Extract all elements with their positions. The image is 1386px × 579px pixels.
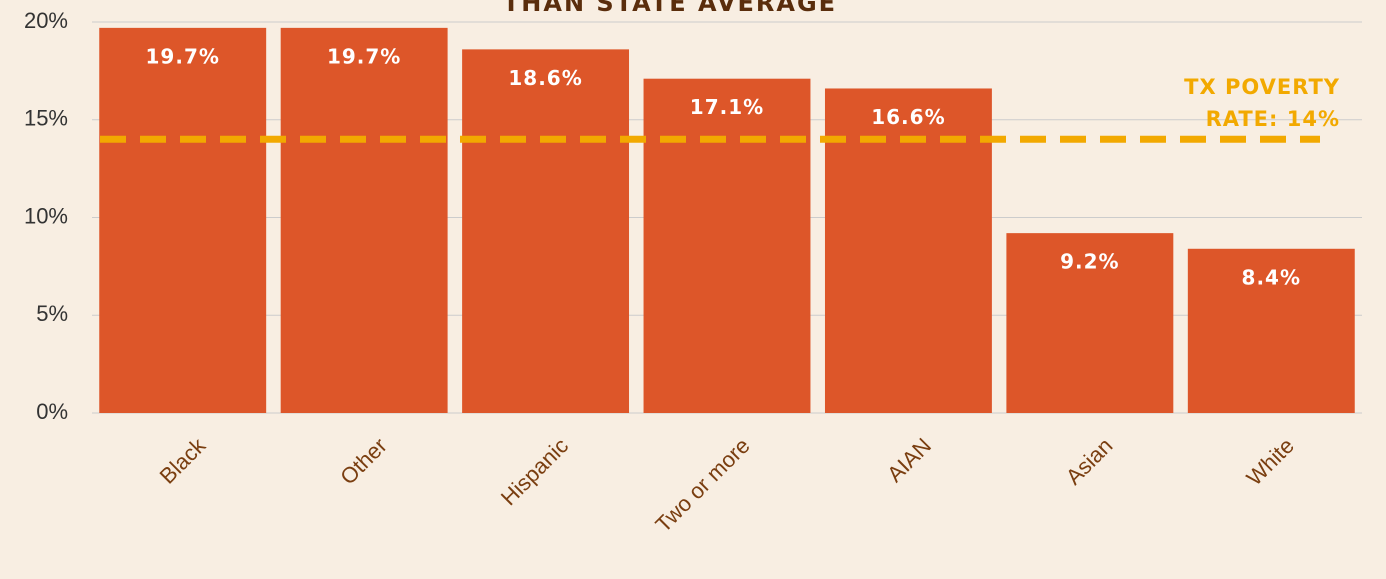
y-tick-label: 5% bbox=[36, 301, 68, 326]
bar bbox=[1187, 248, 1355, 413]
value-label: 19.7% bbox=[146, 44, 220, 68]
x-tick-label: Black bbox=[155, 432, 211, 488]
value-label: 19.7% bbox=[327, 44, 401, 68]
x-tick-label: Hispanic bbox=[496, 433, 573, 510]
value-label: 17.1% bbox=[690, 95, 764, 119]
y-tick-label: 10% bbox=[24, 203, 68, 228]
value-label: 8.4% bbox=[1242, 265, 1301, 289]
x-tick-label: AIAN bbox=[882, 433, 936, 487]
x-tick-label: Two or more bbox=[651, 433, 755, 537]
x-tick-label: Other bbox=[335, 433, 392, 490]
value-label: 9.2% bbox=[1060, 250, 1119, 274]
y-tick-label: 20% bbox=[24, 8, 68, 33]
chart-title: THAN STATE AVERAGE bbox=[503, 0, 837, 17]
value-label: 18.6% bbox=[508, 66, 582, 90]
reference-label: RATE: 14% bbox=[1206, 107, 1340, 131]
bar bbox=[462, 49, 630, 414]
bar bbox=[99, 27, 267, 414]
bar bbox=[1006, 233, 1174, 413]
value-label: 16.6% bbox=[871, 105, 945, 129]
x-tick-label: Asian bbox=[1061, 433, 1118, 490]
bar bbox=[643, 78, 811, 413]
x-tick-label: White bbox=[1241, 433, 1298, 490]
y-tick-label: 15% bbox=[24, 106, 68, 131]
reference-label: TX POVERTY bbox=[1184, 75, 1340, 99]
bar bbox=[280, 27, 448, 414]
y-tick-label: 0% bbox=[36, 399, 68, 424]
